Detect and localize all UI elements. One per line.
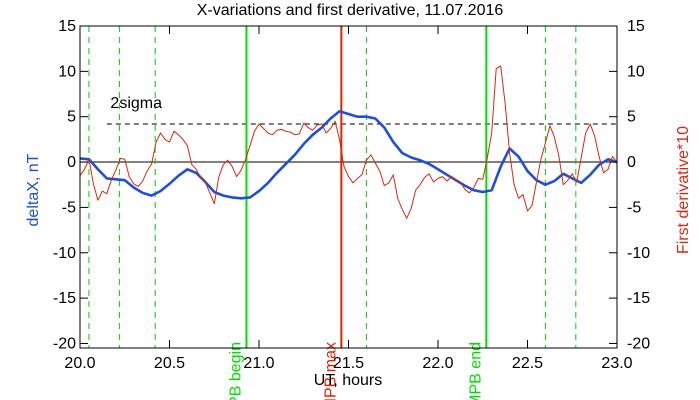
x-tick-label: 22.5 [512, 355, 543, 372]
y-tick-label-right: 0 [627, 154, 636, 171]
marker-label: MPB end [467, 342, 484, 400]
x-tick-label: 21.5 [333, 355, 364, 372]
y-tick-label-left: 0 [67, 154, 76, 171]
x-tick-label: 22.0 [422, 355, 453, 372]
y-tick-label-right: 5 [627, 109, 636, 126]
x-tick-label: 20.5 [154, 355, 185, 372]
y-tick-label-left: 5 [67, 109, 76, 126]
x-axis-label: UT, hours [314, 372, 382, 389]
y-tick-label-left: -5 [62, 199, 76, 216]
y-tick-label-left: 10 [58, 63, 76, 80]
series-derivative-line [79, 65, 618, 219]
y-axis-left-label: deltaX, nT [25, 153, 42, 226]
marker-label: MPB begin [228, 342, 245, 400]
marker-label: MPB max [322, 342, 339, 400]
x-tick-label: 21.0 [243, 355, 274, 372]
annotation-label: 2sigma [110, 95, 162, 112]
y-tick-label-left: 15 [58, 18, 76, 35]
x-tick-label: 20.0 [64, 355, 95, 372]
plot-area: MPB begin MPB max MPB end 2sigma [79, 26, 618, 400]
y-tick-label-right: -15 [627, 290, 650, 307]
y-tick-label-left: -20 [53, 335, 76, 352]
y-tick-label-right: -5 [627, 199, 641, 216]
series-deltax-line [79, 110, 618, 200]
y-tick-label-right: -10 [627, 245, 650, 262]
y-tick-label-left: -15 [53, 290, 76, 307]
y-axis-right: 15 10 5 0 -5 -10 -15 -20 [609, 18, 650, 352]
x-axis: 20.0 20.5 21.0 21.5 22.0 22.5 23.0 [64, 26, 633, 372]
y-tick-label-right: -20 [627, 335, 650, 352]
y-axis-left: 15 10 5 0 -5 -10 -15 -20 [53, 18, 88, 352]
x-tick-label: 23.0 [601, 355, 632, 372]
y-tick-label-right: 10 [627, 63, 645, 80]
y-tick-label-left: -10 [53, 245, 76, 262]
chart-title: X-variations and first derivative, 11.07… [197, 2, 504, 19]
y-tick-label-right: 15 [627, 18, 645, 35]
y-axis-right-label: First derivative*10 [675, 126, 692, 254]
plot-frame [79, 25, 618, 349]
